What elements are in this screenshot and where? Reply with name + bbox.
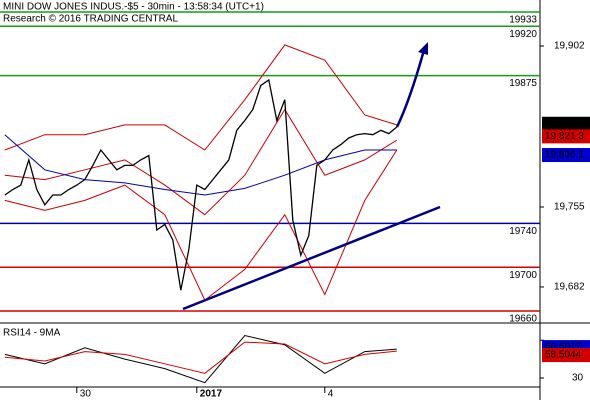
value-box-label: 60.6017 <box>545 342 582 353</box>
x-tick-label: 30 <box>80 389 92 400</box>
value-box <box>542 116 590 131</box>
level-label: 19740 <box>509 226 537 237</box>
value-box <box>542 129 590 144</box>
level-label: 19933 <box>509 15 537 26</box>
rsi-title: RSI14 - 9MA <box>3 328 61 339</box>
y-tick-label: 19,682 <box>554 282 585 293</box>
value-box-label: 19,831 <box>545 118 576 129</box>
level-label: 19700 <box>509 270 537 281</box>
overlay-line <box>4 108 398 216</box>
level-label: 19875 <box>509 78 537 89</box>
level-label: 19660 <box>509 314 537 325</box>
level-label: 19920 <box>509 29 537 40</box>
value-box-label: 19,806.1 <box>545 150 584 161</box>
y-tick-label: 19,902 <box>554 41 585 52</box>
rsi-line <box>4 334 397 384</box>
x-tick-label: 4 <box>328 389 334 400</box>
support-trendline <box>182 205 441 311</box>
value-box <box>542 148 590 163</box>
overlay-line <box>4 134 397 196</box>
value-box-label: 19,821.3 <box>545 131 584 142</box>
y-tick-label: 19,755 <box>554 202 585 213</box>
value-box-label: 58.5044 <box>545 350 582 361</box>
price-line <box>4 78 398 291</box>
forecast-arrow <box>395 49 426 128</box>
chart-title: MINI DOW JONES INDUS.-$5 - 30min - 13:58… <box>3 2 264 13</box>
x-tick-label: 2017 <box>200 389 223 400</box>
rsi-line <box>4 341 397 374</box>
overlay-line <box>4 44 397 151</box>
value-box <box>542 348 590 363</box>
arrow-head <box>418 42 428 55</box>
chart-subtitle: Research © 2016 TRADING CENTRAL <box>3 14 178 25</box>
rsi-tick-label: 30 <box>572 373 584 384</box>
